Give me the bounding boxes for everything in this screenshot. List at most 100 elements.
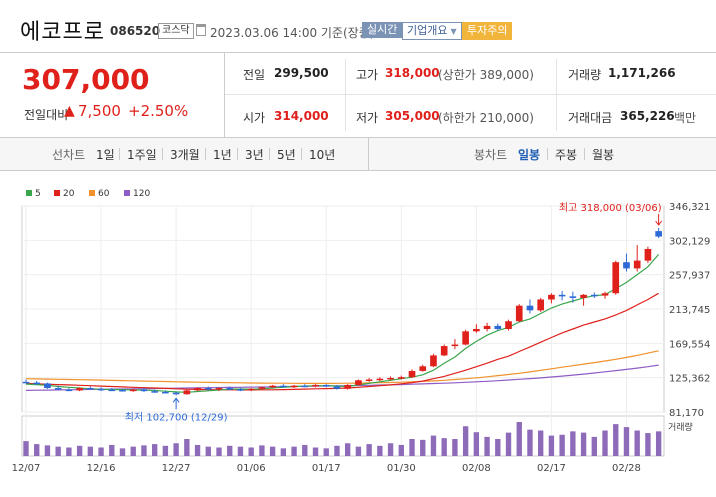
candle-body — [140, 389, 148, 392]
candle-body — [76, 388, 83, 391]
tab-3month[interactable]: 3개월 — [170, 148, 200, 162]
y-tick-label: 81,170 — [669, 408, 704, 419]
volume-bar — [377, 445, 383, 456]
candle-body — [440, 346, 448, 356]
volume-bar — [634, 430, 640, 456]
candle-body — [558, 294, 566, 297]
tab-separator — [269, 148, 270, 160]
volume-bar — [559, 434, 565, 456]
candle-body — [204, 388, 212, 390]
y-tick-label: 257,937 — [669, 271, 710, 282]
change-label: 전일대비 — [24, 108, 69, 122]
tab-5year[interactable]: 5년 — [277, 148, 296, 162]
candle-body — [290, 385, 298, 388]
lower-limit: (하한가 210,000) — [438, 111, 534, 125]
candle-body — [312, 384, 319, 387]
tab-1day[interactable]: 1일 — [96, 148, 115, 162]
tab-1year[interactable]: 1년 — [213, 148, 232, 162]
tab-10year[interactable]: 10년 — [309, 148, 336, 162]
volume-bar — [302, 444, 308, 456]
candle-body — [355, 380, 362, 385]
prev-close-label: 전일 — [243, 68, 266, 82]
x-tick-label: 02/28 — [612, 463, 641, 474]
x-tick-label: 01/30 — [387, 463, 416, 474]
realtime-button[interactable]: 실시간 — [362, 22, 403, 38]
change-rate: +2.50% — [128, 102, 189, 120]
candle-body — [451, 344, 459, 347]
candle-body — [601, 293, 609, 296]
legend-label: 120 — [133, 189, 150, 199]
volume-bar — [441, 438, 447, 456]
corp-info-dropdown[interactable]: 기업개요 ▼ — [402, 22, 462, 40]
tab-weekly-candle[interactable]: 주봉 — [555, 148, 578, 162]
volume-bar — [44, 445, 51, 456]
candle-body — [301, 385, 309, 388]
volume-bar — [269, 446, 276, 456]
amount-value: 365,226 — [620, 109, 675, 123]
candle-body — [151, 391, 158, 393]
volume-bar — [580, 432, 587, 456]
volume-bar — [398, 444, 404, 456]
corp-info-label: 기업개요 — [407, 24, 448, 37]
volume-bar — [23, 441, 29, 456]
volume-bar — [527, 429, 533, 456]
quote-datetime: 2023.03.06 14:00 기준(장중) — [210, 26, 375, 40]
volume-bar — [452, 439, 458, 456]
volume-bar — [227, 445, 233, 456]
high-value: 318,000 — [385, 66, 440, 80]
investment-caution-badge: 투자주의 — [462, 22, 513, 40]
candle-body — [387, 377, 394, 380]
chart-axes: 346,321 302,129 257,937 213,745 169,554 125,3… — [12, 202, 711, 474]
market-tag: 코스닥 — [158, 23, 194, 39]
candle-body — [65, 389, 73, 392]
x-tick-label: 01/17 — [312, 463, 341, 474]
volume-bar — [119, 448, 126, 456]
volume-bar — [538, 430, 544, 456]
volume-bar — [248, 447, 254, 456]
candle-body — [22, 381, 30, 384]
up-triangle-icon: ▲ — [64, 103, 75, 119]
volume-bar — [237, 446, 244, 456]
candle-body — [397, 377, 405, 379]
candle-body — [194, 388, 201, 391]
volume-bar — [366, 444, 372, 456]
header: 에코프로 086520 코스닥 2023.03.06 14:00 기준(장중) … — [0, 0, 716, 50]
candle-body — [33, 382, 41, 385]
candle-body — [162, 391, 169, 394]
volume-bar — [505, 432, 512, 456]
tab-1week[interactable]: 1주일 — [127, 148, 157, 162]
tab-separator — [547, 148, 548, 160]
volume-bar — [151, 444, 158, 456]
volume-bar — [473, 432, 480, 456]
volume-bars — [23, 422, 662, 456]
low-arrow-icon — [172, 397, 180, 403]
candle-body — [183, 390, 191, 395]
candle-body — [548, 294, 555, 300]
volume-bar — [334, 445, 340, 456]
current-price-box: 307,000 전일대비 ▲ 7,500 +2.50% — [0, 53, 225, 137]
candle-body — [333, 386, 341, 389]
volume-frame — [21, 415, 665, 457]
volume-bar — [216, 447, 222, 456]
line-chart-label: 선차트 — [52, 148, 86, 162]
volume-bar — [345, 443, 351, 456]
current-price: 307,000 — [22, 63, 150, 96]
x-tick-label: 01/06 — [237, 463, 266, 474]
candle-body — [419, 366, 427, 371]
volume-bar — [280, 448, 287, 456]
tab-separator — [119, 148, 120, 160]
candle-body — [430, 355, 437, 367]
volume-bar — [141, 445, 147, 456]
volume-bar — [76, 445, 83, 456]
tab-daily-candle[interactable]: 일봉 — [518, 148, 541, 162]
candle-body — [280, 385, 287, 388]
tab-3year[interactable]: 3년 — [245, 148, 264, 162]
chart-annotations: 최고 318,000 (03/06) 최저 102,700 (12/29) — [125, 202, 663, 423]
candle-body — [633, 260, 641, 269]
tab-monthly-candle[interactable]: 월봉 — [592, 148, 615, 162]
candle-body — [237, 389, 244, 391]
volume-bar — [87, 446, 94, 456]
y-tick-label: 302,129 — [669, 236, 710, 247]
candle-body — [612, 262, 620, 294]
legend-swatch — [89, 190, 95, 196]
